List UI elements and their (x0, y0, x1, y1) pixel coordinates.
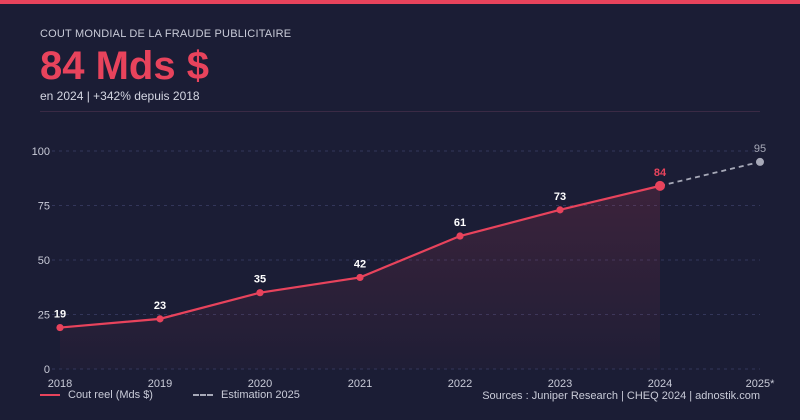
headline-subline: en 2024 | +342% depuis 2018 (40, 89, 200, 103)
data-point-actual (456, 232, 464, 240)
legend-label-actual: Cout reel (Mds $) (68, 389, 153, 401)
data-label-estimate: 95 (754, 143, 766, 155)
headline-value: 84 Mds $ (40, 44, 209, 88)
x-axis: 2018 2019 2020 2021 2022 2023 2024 2025* (48, 378, 775, 390)
chart-legend: Cout reel (Mds $) Estimation 2025 (40, 389, 340, 401)
y-tick-label: 75 (38, 201, 50, 213)
x-tick-label: 2018 (48, 378, 72, 390)
legend-item-estimate: Estimation 2025 (192, 389, 300, 401)
data-points (56, 157, 764, 332)
sources-note: Sources : Juniper Research | CHEQ 2024 |… (482, 390, 760, 402)
data-label-actual: 23 (154, 300, 166, 312)
data-point-actual (156, 315, 164, 323)
data-label-actual: 73 (554, 191, 566, 203)
header-divider (40, 111, 760, 112)
data-label-actual: 84 (654, 167, 667, 179)
x-tick-label: 2021 (348, 378, 372, 390)
data-point-actual (56, 323, 64, 332)
chart-kicker: COUT MONDIAL DE LA FRAUDE PUBLICITAIRE (40, 28, 292, 40)
legend-swatch-actual (40, 394, 60, 396)
x-tick-label: 2024 (648, 378, 672, 390)
series-line-estimate (659, 161, 761, 187)
y-tick-label: 25 (38, 310, 50, 322)
data-label-actual: 61 (454, 217, 466, 229)
data-labels: 19 23 35 42 61 73 84 95 (54, 143, 766, 321)
data-label-actual: 35 (254, 274, 266, 286)
legend-label-estimate: Estimation 2025 (220, 389, 300, 401)
legend-swatch-estimate (192, 394, 213, 396)
top-accent-bar (0, 0, 800, 4)
data-point-actual (356, 273, 364, 282)
data-point-actual (655, 180, 665, 191)
data-label-actual: 42 (354, 258, 366, 270)
x-tick-label: 2023 (548, 378, 572, 390)
y-tick-label: 0 (44, 364, 50, 376)
y-tick-label: 50 (38, 255, 50, 267)
y-tick-label: 100 (32, 146, 50, 158)
data-point-actual (256, 289, 264, 297)
x-tick-label: 2022 (448, 378, 472, 390)
data-point-actual (556, 206, 564, 214)
data-point-estimate (756, 157, 764, 166)
data-label-actual: 19 (54, 309, 66, 321)
x-tick-label: 2019 (148, 378, 172, 390)
legend-item-actual: Cout reel (Mds $) (40, 389, 153, 401)
x-tick-label: 2020 (248, 378, 272, 390)
x-tick-label: 2025* (746, 378, 775, 390)
y-axis: 0 25 50 75 100 (32, 146, 50, 376)
